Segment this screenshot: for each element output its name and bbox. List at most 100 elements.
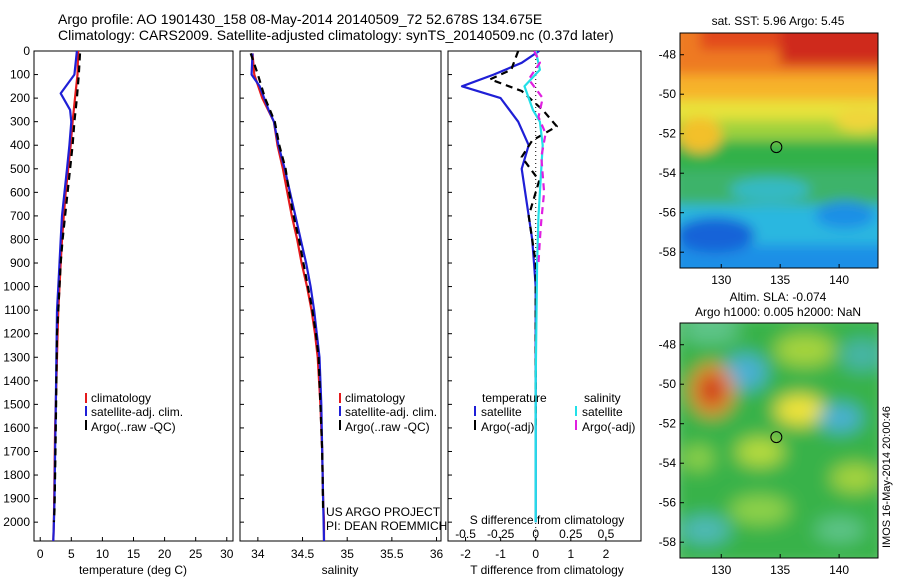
x-tick-label: 35.5: [380, 547, 404, 561]
map-x-tick-label: 140: [829, 563, 849, 577]
project-annotation: US ARGO PROJECT: [326, 505, 441, 519]
x2-tick-label: 0: [532, 527, 539, 541]
map-y-tick-label: -54: [659, 166, 677, 180]
difference-legend: temperature satellite Argo(-adj) salinit…: [474, 391, 635, 434]
depth-tick-label: 1600: [3, 421, 30, 435]
series-line-0-2: [52, 53, 82, 523]
depth-tick-label: 1400: [3, 374, 30, 388]
depth-tick-label: 2000: [3, 515, 30, 529]
sla-map-frame: [679, 322, 879, 559]
x-tick-label: 20: [158, 547, 172, 561]
series-line-2-0: [460, 51, 540, 523]
depth-tick-label: 1000: [3, 280, 30, 294]
figure-title-line2: Climatology: CARS2009. Satellite-adjuste…: [58, 27, 614, 43]
legend-label-s-satellite: satellite: [582, 405, 623, 419]
sst-argo-position-marker: [770, 141, 783, 154]
temperature-x-axis: 0 5 10 15 20 25 30: [37, 537, 234, 561]
sst-map-frame: [679, 32, 879, 269]
depth-tick-label: 200: [10, 91, 30, 105]
sla-map-axes: -48 -50 -52 -54 -56 -58 130 135 140: [659, 338, 850, 577]
x-tick-label: 25: [189, 547, 203, 561]
legend-label-t-argo: Argo(-adj): [481, 420, 534, 434]
depth-tick-label: 800: [10, 232, 30, 246]
depth-axis: 0 100 200 300 400 500 600 700 800 900 1000 1100 1200…: [3, 44, 452, 529]
x-tick-label: 35: [341, 547, 355, 561]
sst-map-field: [680, 33, 878, 268]
legend-label-argo: Argo(..raw -QC): [91, 420, 176, 434]
series-line-1-2: [249, 53, 325, 511]
sla-map-title-line2: Argo h1000: 0.005 h2000: NaN: [695, 305, 861, 319]
x2-tick-label: 0.5: [598, 527, 615, 541]
legend-label-t-satellite: satellite: [481, 405, 522, 419]
temperature-series: [52, 51, 82, 541]
legend-title-salinity: salinity: [584, 391, 621, 405]
depth-tick-label: 1500: [3, 397, 30, 411]
salinity-panel-frame: [239, 50, 442, 542]
depth-tick-label: 1300: [3, 350, 30, 364]
series-line-1-1: [250, 53, 326, 541]
x-tick-label: 2: [603, 547, 610, 561]
sla-argo-position-marker: [770, 431, 783, 444]
map-y-tick-label: -56: [659, 206, 677, 220]
x-tick-label: 10: [96, 547, 110, 561]
map-x-tick-label: 130: [711, 273, 731, 287]
depth-tick-label: 100: [10, 68, 30, 82]
x-tick-label: 15: [127, 547, 141, 561]
map-x-tick-label: 130: [711, 563, 731, 577]
legend-label-s-argo: Argo(-adj): [582, 420, 635, 434]
x-tick-label: 0: [37, 547, 44, 561]
legend-title-temperature: temperature: [482, 391, 547, 405]
depth-tick-label: 500: [10, 162, 30, 176]
series-line-2-1: [489, 51, 558, 428]
pi-annotation: PI: DEAN ROEMMICH: [326, 519, 447, 533]
map-y-tick-label: -56: [659, 496, 677, 510]
x-tick-label: 30: [220, 547, 234, 561]
x2-tick-label: 0.25: [559, 527, 583, 541]
x2-tick-label: -0.5: [455, 527, 476, 541]
depth-tick-label: 400: [10, 138, 30, 152]
x-tick-label: -1: [495, 547, 506, 561]
depth-tick-label: 600: [10, 185, 30, 199]
imos-timestamp: IMOS 16-May-2014 20:00:46: [881, 406, 893, 548]
x-tick-label: 34.5: [291, 547, 315, 561]
depth-tick-label: 1900: [3, 492, 30, 506]
legend-label-argo: Argo(..raw -QC): [345, 420, 430, 434]
map-x-tick-label: 140: [829, 273, 849, 287]
salinity-axis-label: salinity: [322, 563, 359, 577]
depth-tick-label: 1100: [4, 303, 30, 317]
legend-label-satellite: satellite-adj. clim.: [345, 405, 437, 419]
series-line-2-2: [523, 51, 544, 523]
map-y-tick-label: -58: [659, 535, 677, 549]
s-difference-ticks: -0.5 -0.25 0 0.25 0.5: [455, 527, 614, 541]
temperature-legend: climatology satellite-adj. clim. Argo(..…: [85, 391, 183, 434]
t-difference-axis-label: T difference from climatology: [470, 563, 624, 577]
sla-map-title-line1: Altim. SLA: -0.074: [730, 290, 827, 304]
map-y-tick-label: -52: [659, 417, 677, 431]
x-tick-label: 1: [567, 547, 574, 561]
figure-title-line1: Argo profile: AO 1901430_158 08-May-2014…: [58, 11, 542, 27]
salinity-x-axis: 34 34.5 35 35.5 36: [251, 537, 444, 561]
x-tick-label: 0: [532, 547, 539, 561]
map-y-tick-label: -48: [659, 338, 677, 352]
temperature-axis-label: temperature (deg C): [79, 563, 187, 577]
depth-tick-label: 1200: [3, 327, 30, 341]
depth-tick-label: 900: [10, 256, 30, 270]
legend-label-climatology: climatology: [91, 391, 151, 405]
x2-tick-label: -0.25: [487, 527, 515, 541]
x-tick-label: 5: [68, 547, 75, 561]
sla-map-field: [680, 323, 878, 558]
difference-panel-frame: [447, 50, 642, 542]
map-y-tick-label: -52: [659, 127, 677, 141]
map-y-tick-label: -50: [659, 377, 677, 391]
x-tick-label: 34: [251, 547, 265, 561]
difference-series: [460, 51, 558, 523]
legend-label-satellite: satellite-adj. clim.: [91, 405, 183, 419]
map-y-tick-label: -54: [659, 456, 677, 470]
x-tick-label: -2: [460, 547, 471, 561]
depth-tick-label: 700: [10, 209, 30, 223]
map-x-tick-label: 135: [770, 273, 790, 287]
salinity-legend: climatology satellite-adj. clim. Argo(..…: [339, 391, 437, 434]
map-y-tick-label: -48: [659, 48, 677, 62]
map-y-tick-label: -58: [659, 245, 677, 259]
